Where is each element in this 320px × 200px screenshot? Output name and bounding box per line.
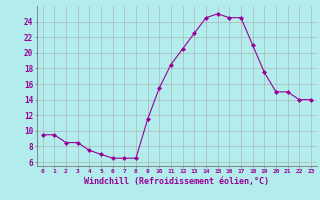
X-axis label: Windchill (Refroidissement éolien,°C): Windchill (Refroidissement éolien,°C): [84, 177, 269, 186]
